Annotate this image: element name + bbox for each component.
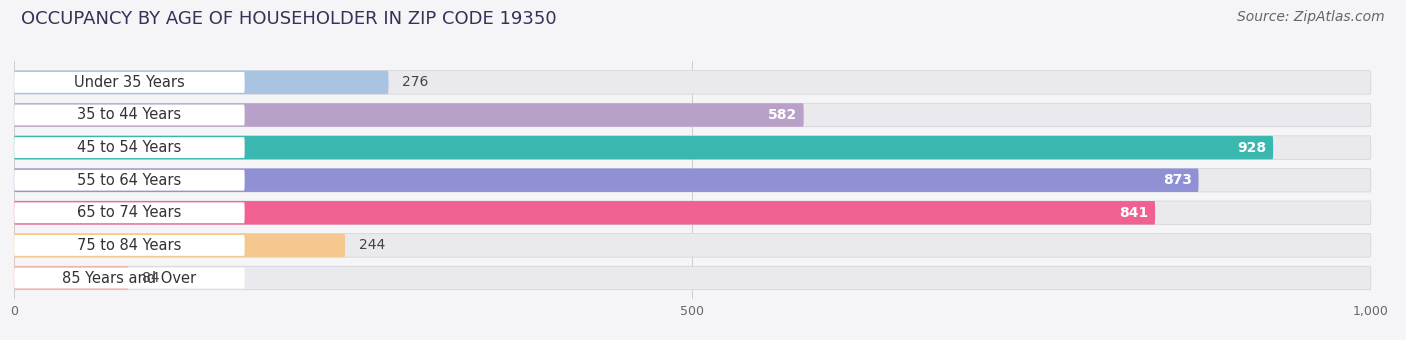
Text: 244: 244: [359, 238, 385, 252]
FancyBboxPatch shape: [14, 202, 245, 223]
FancyBboxPatch shape: [14, 137, 245, 158]
Text: 65 to 74 Years: 65 to 74 Years: [77, 205, 181, 220]
FancyBboxPatch shape: [14, 266, 1371, 290]
Text: 45 to 54 Years: 45 to 54 Years: [77, 140, 181, 155]
FancyBboxPatch shape: [14, 168, 1198, 192]
FancyBboxPatch shape: [14, 105, 245, 125]
FancyBboxPatch shape: [14, 71, 1371, 94]
Text: 582: 582: [768, 108, 797, 122]
Text: OCCUPANCY BY AGE OF HOUSEHOLDER IN ZIP CODE 19350: OCCUPANCY BY AGE OF HOUSEHOLDER IN ZIP C…: [21, 10, 557, 28]
FancyBboxPatch shape: [14, 234, 344, 257]
FancyBboxPatch shape: [14, 136, 1371, 159]
Text: 276: 276: [402, 75, 429, 89]
FancyBboxPatch shape: [14, 136, 1274, 159]
Text: Source: ZipAtlas.com: Source: ZipAtlas.com: [1237, 10, 1385, 24]
FancyBboxPatch shape: [14, 168, 1371, 192]
Text: 873: 873: [1163, 173, 1192, 187]
FancyBboxPatch shape: [14, 268, 245, 288]
FancyBboxPatch shape: [14, 266, 128, 290]
FancyBboxPatch shape: [14, 201, 1156, 224]
FancyBboxPatch shape: [14, 170, 245, 191]
FancyBboxPatch shape: [14, 103, 1371, 127]
Text: Under 35 Years: Under 35 Years: [75, 75, 184, 90]
FancyBboxPatch shape: [14, 71, 388, 94]
FancyBboxPatch shape: [14, 235, 245, 256]
Text: 928: 928: [1237, 141, 1267, 155]
Text: 35 to 44 Years: 35 to 44 Years: [77, 107, 181, 122]
FancyBboxPatch shape: [14, 103, 804, 127]
FancyBboxPatch shape: [14, 72, 245, 93]
FancyBboxPatch shape: [14, 234, 1371, 257]
Text: 85 Years and Over: 85 Years and Over: [62, 271, 197, 286]
Text: 75 to 84 Years: 75 to 84 Years: [77, 238, 181, 253]
Text: 55 to 64 Years: 55 to 64 Years: [77, 173, 181, 188]
Text: 84: 84: [142, 271, 159, 285]
FancyBboxPatch shape: [14, 201, 1371, 224]
Text: 841: 841: [1119, 206, 1149, 220]
